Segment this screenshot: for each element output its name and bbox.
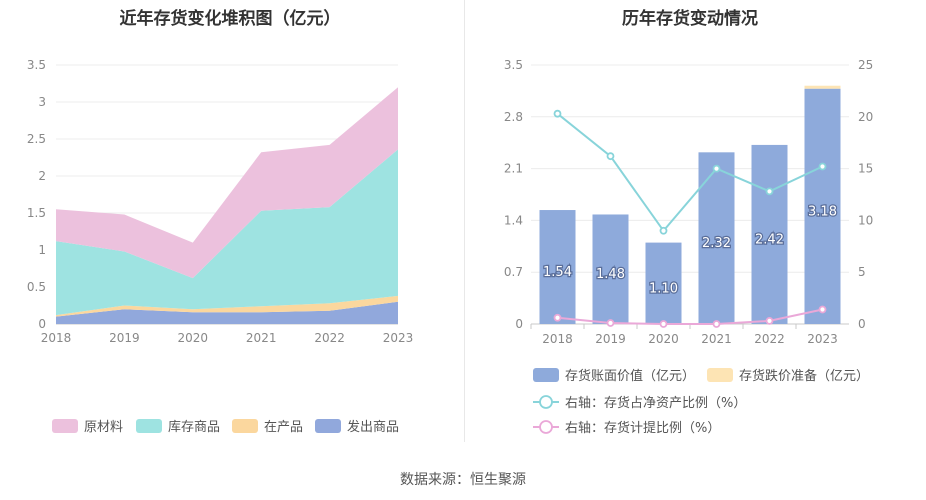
- y2-tick-label: 15: [858, 162, 873, 176]
- y2-tick-label: 5: [858, 265, 866, 279]
- bar-data-label: 1.10: [649, 281, 678, 296]
- y-tick-label: 1.5: [27, 206, 46, 220]
- bar-book-value: [751, 144, 788, 324]
- area-库存商品: [56, 149, 398, 316]
- y-tick-label: 0.5: [27, 280, 46, 294]
- legend-swatch: [315, 419, 341, 433]
- legend-label: 原材料: [84, 420, 123, 435]
- x-tick-label: 2023: [383, 331, 414, 345]
- x-tick-label: 2018: [41, 331, 72, 345]
- y-tick-label: 3: [38, 95, 46, 109]
- x-tick-label: 2022: [314, 331, 345, 345]
- legend-label: 存货账面价值（亿元）: [565, 368, 695, 384]
- line-point: [553, 313, 562, 322]
- line-point: [553, 109, 562, 118]
- line-point: [606, 152, 615, 161]
- legend-swatch: [533, 368, 559, 382]
- legend-swatch: [52, 419, 78, 433]
- bar-book-value: [645, 242, 682, 324]
- line-point: [712, 320, 721, 328]
- bar-data-label: 2.42: [755, 232, 784, 247]
- legend-label: 库存商品: [168, 419, 220, 435]
- x-tick-label: 2020: [648, 332, 679, 346]
- right-chart-title: 历年存货变动情况: [622, 9, 758, 29]
- legend-label: 在产品: [264, 420, 303, 435]
- y-tick-label: 0.7: [504, 265, 523, 279]
- y-tick-label: 2.5: [27, 132, 46, 146]
- bar-data-label: 1.54: [543, 265, 572, 280]
- bar-data-label: 3.18: [808, 204, 837, 219]
- y-tick-label: 1: [38, 243, 46, 257]
- legend-swatch: [232, 419, 258, 433]
- x-tick-label: 2018: [542, 332, 573, 346]
- line-右轴：存货计提比例（%）: [557, 308, 823, 325]
- legend-label: 发出商品: [347, 419, 399, 435]
- y-tick-label: 1.4: [504, 213, 523, 227]
- bar-book-value: [539, 210, 576, 324]
- bar-data-label: 1.48: [596, 267, 625, 282]
- y-tick-label: 3.5: [27, 58, 46, 72]
- y-tick-label: 2.1: [504, 162, 523, 176]
- y-tick-label: 2: [38, 169, 46, 183]
- x-tick-label: 2022: [754, 332, 785, 346]
- bar-data-label: 2.32: [702, 236, 731, 251]
- y-tick-label: 0: [515, 317, 523, 331]
- panel-divider: [464, 0, 465, 442]
- x-tick-label: 2019: [109, 331, 140, 345]
- legend-swatch: [707, 368, 733, 382]
- x-tick-label: 2020: [178, 331, 209, 345]
- y-tick-label: 0: [38, 317, 46, 331]
- y2-tick-label: 10: [858, 213, 873, 227]
- y-tick-label: 3.5: [504, 58, 523, 72]
- line-右轴：存货占净资产比例（%）: [556, 112, 823, 233]
- line-point: [712, 164, 721, 173]
- bar-book-value: [592, 214, 629, 324]
- line-point: [818, 162, 827, 171]
- x-tick-label: 2019: [595, 332, 626, 346]
- area-原材料: [56, 87, 398, 279]
- data-source-note: 数据来源：恒生聚源: [400, 472, 526, 488]
- bar-book-value: [698, 152, 735, 324]
- line-point: [765, 316, 774, 325]
- y2-tick-label: 0: [858, 317, 866, 331]
- legend-marker: [539, 420, 553, 434]
- x-tick-label: 2021: [701, 332, 732, 346]
- bar-impairment-reserve: [804, 85, 841, 89]
- y-tick-label: 2.8: [504, 110, 523, 124]
- left-chart-title: 近年存货变化堆积图（亿元）: [119, 9, 341, 29]
- line-point: [659, 226, 668, 235]
- legend-swatch: [136, 419, 162, 433]
- x-tick-label: 2023: [807, 332, 838, 346]
- legend-marker: [539, 395, 553, 409]
- x-tick-label: 2021: [246, 331, 277, 345]
- y2-tick-label: 20: [858, 110, 873, 124]
- area-在产品: [56, 295, 398, 317]
- legend-label: 存货跌价准备（亿元）: [739, 368, 869, 384]
- line-point: [659, 320, 668, 328]
- line-point: [765, 187, 774, 196]
- line-point: [606, 319, 615, 327]
- legend-label: 右轴：存货占净资产比例（%）: [565, 395, 746, 411]
- line-point: [818, 305, 827, 314]
- bar-book-value: [804, 88, 841, 325]
- area-发出商品: [56, 301, 398, 324]
- legend-label: 右轴：存货计提比例（%）: [565, 420, 720, 436]
- y2-tick-label: 25: [858, 58, 873, 72]
